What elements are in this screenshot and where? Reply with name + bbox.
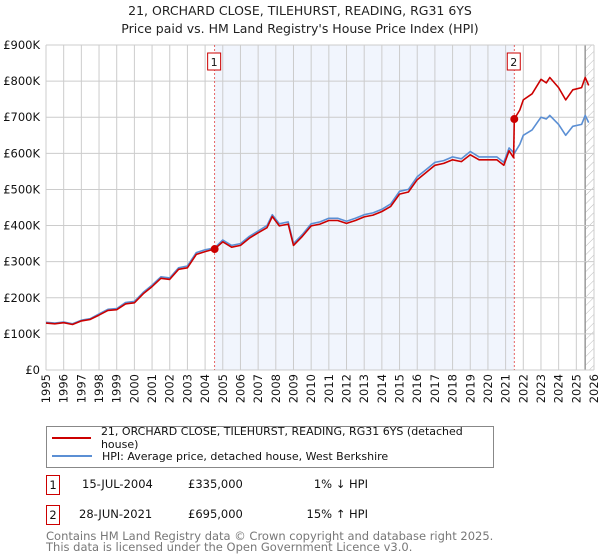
price-paid-line (45, 76, 590, 326)
legend: 21, ORCHARD CLOSE, TILEHURST, READING, R… (46, 425, 494, 468)
sale-label-box (207, 52, 222, 71)
chart-title: 21, ORCHARD CLOSE, TILEHURST, READING, R… (128, 3, 472, 18)
x-tick-label: 2018 (446, 374, 460, 403)
y-tick-label: £400K (3, 219, 40, 233)
x-tick-label: 2001 (145, 374, 159, 403)
sale-label: 2 (510, 56, 517, 69)
x-tick-label: 2004 (198, 374, 212, 403)
x-tick-label: 2007 (251, 374, 265, 403)
x-tick-label: 2021 (499, 374, 513, 403)
x-tick-label: 2011 (322, 374, 336, 403)
y-tick-label: £800K (3, 74, 40, 88)
y-tick-label: £0 (25, 363, 40, 377)
legend-item-property: 21, ORCHARD CLOSE, TILEHURST, READING, R… (47, 425, 493, 451)
x-tick-label: 2009 (286, 374, 300, 403)
x-tick-label: 1998 (92, 374, 106, 403)
transaction-marker: 2 (46, 505, 60, 525)
y-tick-label: £200K (3, 291, 40, 305)
x-tick-label: 2024 (552, 374, 566, 403)
sale-point (510, 115, 519, 124)
legend-item-hpi: HPI: Average price, detached house, West… (47, 447, 388, 465)
transaction-hpi-diff: 1% ↓ HPI (313, 477, 368, 491)
x-tick-label: 2000 (127, 374, 141, 403)
transaction-hpi-diff: 15% ↑ HPI (306, 507, 368, 521)
x-tick-label: 2013 (357, 374, 371, 403)
x-tick-label: 2006 (233, 374, 247, 403)
x-tick-label: 1995 (39, 374, 53, 403)
sale-point (210, 245, 219, 254)
x-tick-label: 2019 (463, 374, 477, 403)
x-tick-label: 2025 (569, 374, 583, 403)
y-tick-label: £300K (3, 255, 40, 269)
x-tick-label: 2023 (534, 374, 548, 403)
x-tick-label: 2014 (375, 374, 389, 403)
x-tick-label: 1996 (57, 374, 71, 403)
x-tick-label: 2016 (410, 374, 424, 403)
y-tick-label: £500K (3, 182, 40, 196)
x-tick-label: 2008 (269, 374, 283, 403)
footer-copyright: Contains HM Land Registry data © Crown c… (46, 529, 494, 543)
y-tick-label: £600K (3, 146, 40, 160)
footer-licence: This data is licensed under the Open Gov… (46, 540, 413, 554)
x-tick-label: 2022 (516, 374, 530, 403)
legend-label: HPI: Average price, detached house, West… (102, 449, 389, 463)
x-tick-label: 2005 (216, 374, 230, 403)
x-tick-label: 2012 (340, 374, 354, 403)
legend-swatch-red (52, 437, 91, 439)
x-tick-label: 2015 (393, 374, 407, 403)
x-tick-label: 1997 (74, 374, 88, 403)
price-chart: £0 £100K £200K £300K £400K £500K £600K £700K £80… (3, 38, 600, 403)
x-tick-label: 2026 (587, 374, 600, 403)
transaction-row: 2 28-JUN-2021 £695,000 15% ↑ HPI (46, 505, 446, 525)
y-tick-label: £700K (3, 110, 40, 124)
x-tick-label: 2003 (180, 374, 194, 403)
x-tick-label: 2017 (428, 374, 442, 403)
chart-subtitle: Price paid vs. HM Land Registry's House … (121, 21, 479, 36)
transaction-price: £695,000 (188, 507, 243, 521)
x-tick-label: 2020 (481, 374, 495, 403)
legend-swatch-blue (52, 455, 92, 457)
transaction-date: 15-JUL-2004 (82, 477, 153, 491)
hpi-line (45, 114, 590, 325)
y-tick-label: £100K (3, 327, 40, 341)
x-tick-label: 1999 (110, 374, 124, 403)
legend-label: 21, ORCHARD CLOSE, TILEHURST, READING, R… (100, 425, 463, 451)
x-tick-label: 2002 (163, 374, 177, 403)
forecast-hatch (585, 45, 594, 370)
x-tick-label: 2010 (304, 374, 318, 403)
sale-label-box (506, 52, 521, 71)
transaction-price: £335,000 (188, 477, 243, 491)
transaction-marker: 1 (46, 475, 60, 495)
sale-label: 1 (211, 56, 218, 69)
y-tick-label: £900K (3, 38, 40, 52)
transaction-date: 28-JUN-2021 (79, 507, 153, 521)
transaction-row: 1 15-JUL-2004 £335,000 1% ↓ HPI (46, 475, 446, 495)
